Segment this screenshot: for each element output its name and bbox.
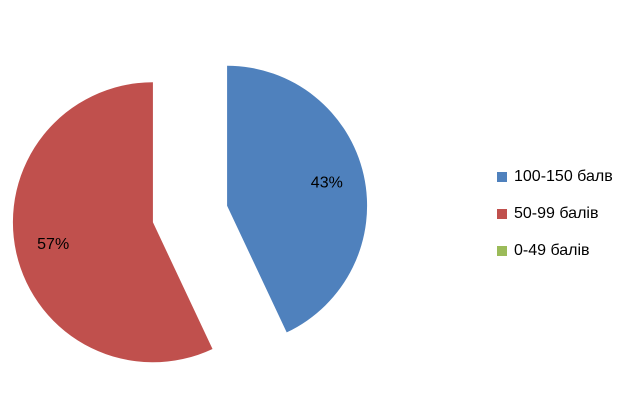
legend-label: 50-99 балів [514,205,598,222]
data-label: 57% [37,236,69,253]
legend-swatch [497,209,507,219]
legend-label: 100-150 балв [514,168,613,185]
pie-slice [227,65,368,333]
legend-swatch [497,246,507,256]
legend-swatch [497,172,507,182]
data-label: 43% [311,175,343,192]
pie-slice [12,82,213,363]
legend-label: 0-49 балів [514,242,590,259]
